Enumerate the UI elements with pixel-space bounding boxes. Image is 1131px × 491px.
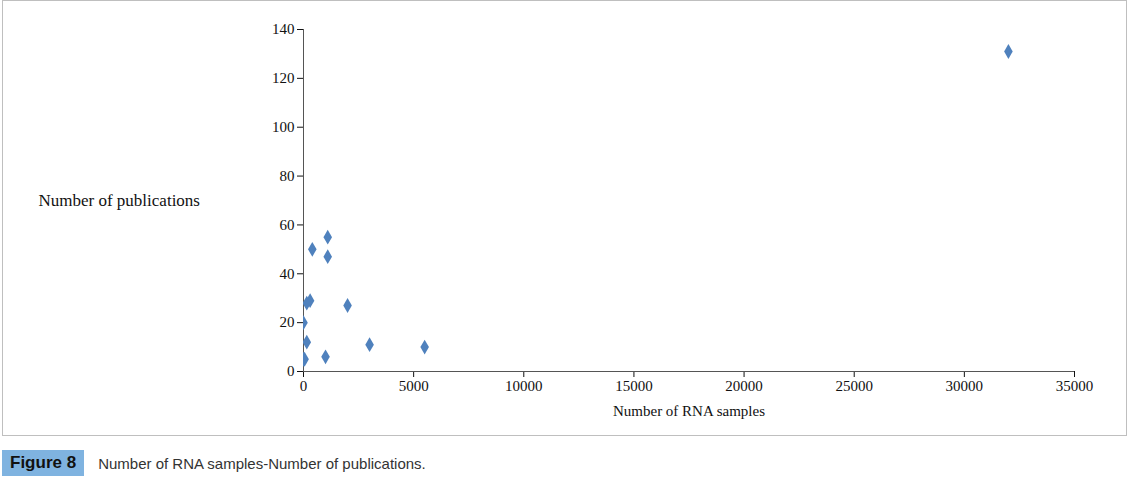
svg-text:40: 40 bbox=[280, 266, 295, 282]
svg-text:0: 0 bbox=[300, 378, 308, 394]
svg-text:Number of RNA samples: Number of RNA samples bbox=[613, 403, 765, 419]
svg-text:60: 60 bbox=[280, 217, 295, 233]
svg-text:30000: 30000 bbox=[946, 378, 984, 394]
svg-text:80: 80 bbox=[280, 168, 295, 184]
svg-text:5000: 5000 bbox=[399, 378, 429, 394]
svg-text:10000: 10000 bbox=[505, 378, 543, 394]
svg-text:20: 20 bbox=[280, 314, 295, 330]
svg-text:Number of publications: Number of publications bbox=[39, 191, 200, 210]
svg-text:20000: 20000 bbox=[725, 378, 763, 394]
svg-text:100: 100 bbox=[272, 119, 295, 135]
svg-text:140: 140 bbox=[272, 21, 295, 37]
svg-text:0: 0 bbox=[287, 363, 295, 379]
svg-text:35000: 35000 bbox=[1056, 378, 1094, 394]
html-text:Figure 8: Figure 8 bbox=[10, 453, 77, 472]
svg-text:120: 120 bbox=[272, 70, 295, 86]
svg-text:25000: 25000 bbox=[835, 378, 873, 394]
svg-text:15000: 15000 bbox=[615, 378, 653, 394]
html-text:Number of RNA samples-Number o: Number of RNA samples-Number of publicat… bbox=[98, 454, 426, 472]
